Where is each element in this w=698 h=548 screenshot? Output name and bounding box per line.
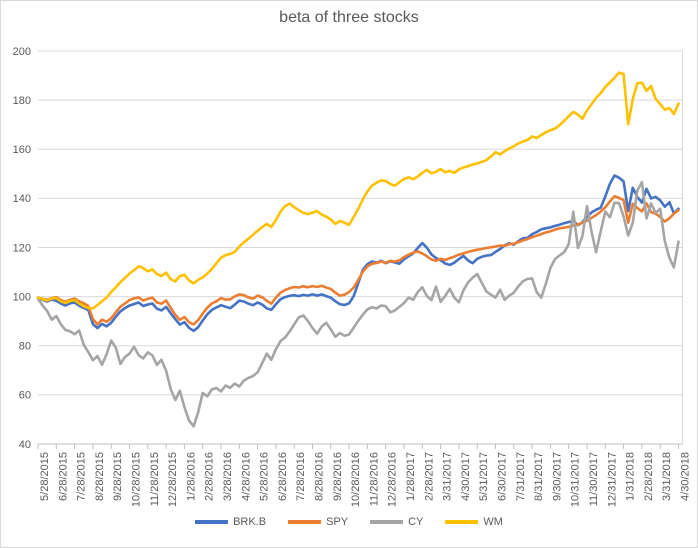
series-line-WM — [36, 71, 680, 310]
y-axis-label: 140 — [13, 193, 31, 205]
legend-label: SPY — [326, 515, 349, 528]
x-axis-label: 2/28/2017 — [423, 452, 435, 501]
x-axis-label: 12/31/2017 — [606, 452, 618, 507]
x-axis-label: 1/31/2018 — [625, 452, 637, 501]
x-axis-label: 10/28/2016 — [350, 452, 362, 507]
legend-label: WM — [483, 515, 503, 528]
x-axis-label: 1/28/2016 — [185, 452, 197, 501]
x-axis-label: 11/28/2015 — [149, 452, 161, 506]
x-axis-label: 8/28/2015 — [94, 452, 106, 501]
y-axis-label: 160 — [13, 144, 31, 156]
x-axis-label: 3/28/2016 — [222, 452, 234, 501]
x-axis-label: 4/30/2017 — [460, 452, 472, 501]
x-axis-label: 4/30/2018 — [680, 452, 692, 501]
x-axis-label: 4/28/2016 — [240, 452, 252, 501]
x-axis-label: 2/28/2018 — [643, 452, 655, 501]
series-line-CY — [36, 180, 680, 428]
legend-item-WM[interactable]: WM — [445, 515, 503, 528]
x-axis-label: 9/28/2016 — [332, 452, 344, 501]
x-axis-label: 6/30/2017 — [497, 452, 509, 501]
x-axis-label: 10/28/2015 — [131, 452, 143, 507]
y-axis-label: 60 — [19, 390, 31, 402]
y-axis-label: 100 — [13, 291, 31, 303]
y-axis-label: 120 — [13, 242, 31, 254]
x-axis-label: 3/31/2017 — [442, 452, 454, 501]
x-axis-label: 11/30/2017 — [588, 452, 600, 506]
legend-label: BRK.B — [233, 515, 267, 528]
x-axis-label: 9/28/2015 — [112, 452, 124, 501]
y-axis-label: 200 — [13, 46, 31, 58]
legend-item-SPY[interactable]: SPY — [288, 515, 349, 528]
x-axis-label: 8/28/2016 — [314, 452, 326, 501]
legend-label: CY — [408, 515, 424, 528]
legend-swatch-WM — [445, 520, 479, 524]
y-axis-label: 40 — [19, 439, 31, 451]
x-axis-label: 9/30/2017 — [551, 452, 563, 501]
x-axis-label: 6/28/2016 — [277, 452, 289, 501]
chart-legend: BRK.B SPY CY WM — [1, 513, 697, 531]
x-axis-label: 8/31/2017 — [533, 452, 545, 501]
x-axis-label: 12/28/2015 — [167, 452, 179, 507]
x-axis-label: 7/28/2015 — [76, 452, 88, 501]
x-axis-label: 5/28/2016 — [259, 452, 271, 501]
x-axis-label: 3/31/2018 — [661, 452, 673, 501]
x-axis-label: 2/28/2016 — [204, 452, 216, 501]
legend-item-CY[interactable]: CY — [370, 515, 424, 528]
chart-title: beta of three stocks — [279, 9, 419, 26]
x-axis-label: 1/28/2017 — [405, 452, 417, 501]
x-axis-label: 11/28/2016 — [368, 452, 380, 506]
legend-swatch-CY — [370, 520, 404, 524]
legend-item-BRK.B[interactable]: BRK.B — [195, 515, 267, 528]
legend-swatch-BRK.B — [195, 520, 229, 524]
x-axis-label: 12/28/2016 — [387, 452, 399, 507]
legend-swatch-SPY — [288, 520, 322, 524]
x-axis-label: 10/31/2017 — [570, 452, 582, 507]
x-axis-label: 5/31/2017 — [478, 452, 490, 501]
x-axis-label: 6/28/2015 — [57, 452, 69, 501]
x-axis-label: 7/28/2016 — [295, 452, 307, 501]
x-axis-label: 5/28/2015 — [39, 452, 51, 501]
x-axis-label: 7/31/2017 — [515, 452, 527, 501]
y-axis-label: 180 — [13, 95, 31, 107]
y-axis-label: 80 — [19, 341, 31, 353]
